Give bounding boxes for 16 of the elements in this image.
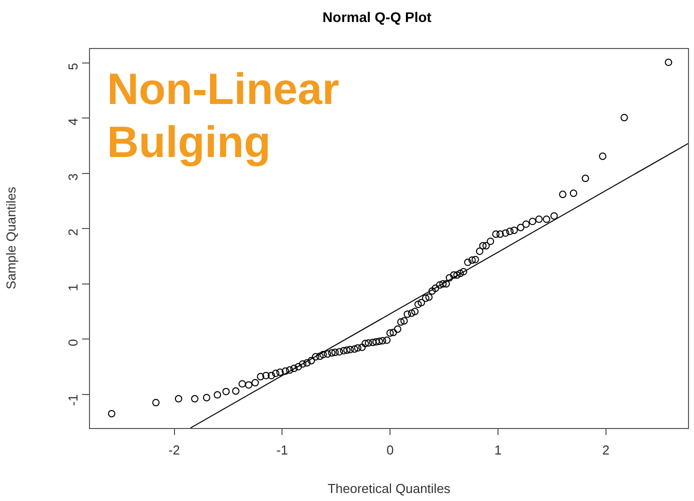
x-tick-label: 2 xyxy=(602,442,610,458)
y-tick-label: -1 xyxy=(66,394,81,406)
y-tick-label: 5 xyxy=(66,62,81,70)
y-tick-label: 0 xyxy=(66,339,81,346)
x-tick-label: 0 xyxy=(386,442,394,458)
y-tick-label: 1 xyxy=(66,284,81,292)
y-tick-label: 2 xyxy=(66,228,81,236)
x-axis-title: Theoretical Quantiles xyxy=(328,480,451,496)
annotation: Non-Linear Bulging xyxy=(107,65,340,167)
y-tick-label: 4 xyxy=(66,118,81,126)
x-tick-label: -2 xyxy=(168,442,180,458)
y-tick-label: 3 xyxy=(66,173,81,181)
chart-title: Normal Q-Q Plot xyxy=(322,8,432,25)
y-axis-title: Sample Quantiles xyxy=(3,186,18,290)
x-tick-label: -1 xyxy=(276,442,288,458)
x-tick-label: 1 xyxy=(494,442,502,458)
